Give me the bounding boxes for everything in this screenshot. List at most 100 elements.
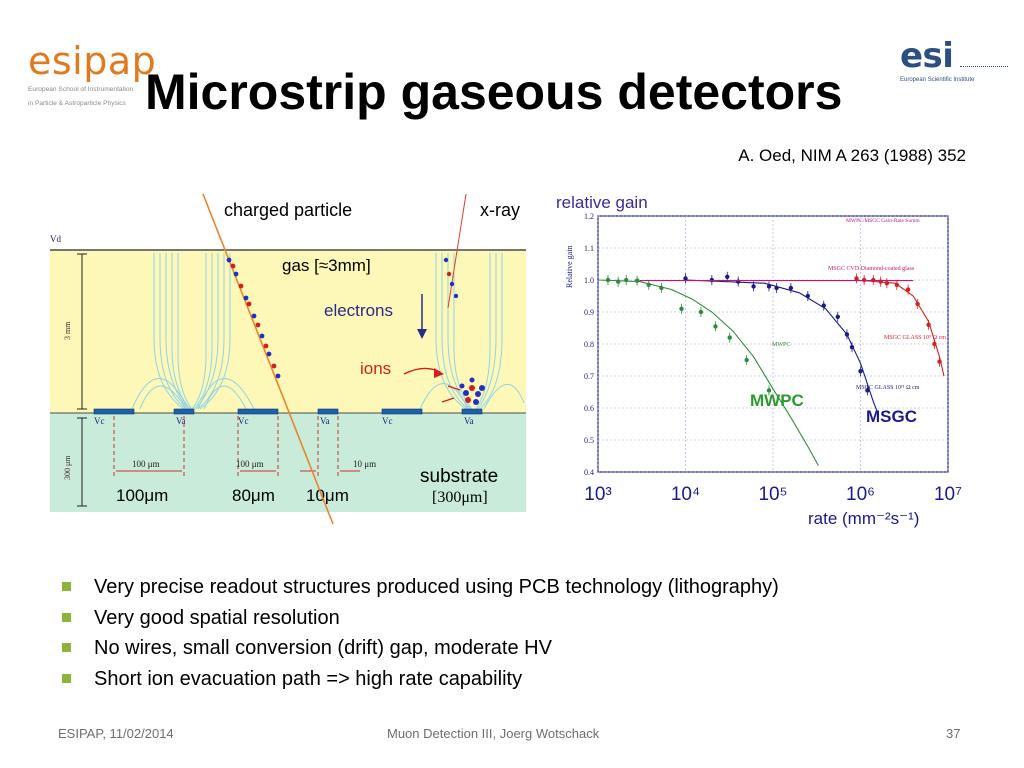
bullet-text: Very precise readout structures produced… <box>94 576 779 598</box>
pitch-label-small: 10 μm <box>353 459 376 469</box>
data-point <box>861 277 867 283</box>
data-point <box>871 277 876 283</box>
y-tick-label: 0.6 <box>584 404 594 413</box>
pitch-label-small: 100 μm <box>132 459 160 469</box>
y-tick-label: 1.0 <box>584 276 594 285</box>
esi-logo: esi European Scientific Institute <box>900 38 1010 88</box>
data-point <box>623 277 629 283</box>
substrate-label: substrate <box>420 466 498 487</box>
x-tick-label: 10⁵ <box>758 484 787 505</box>
ion-arrows <box>441 385 461 403</box>
y-tick-label: 0.4 <box>584 468 594 477</box>
chart-grid <box>597 215 949 473</box>
series-line <box>597 279 819 466</box>
data-point <box>937 359 942 364</box>
msgc-big-label: MSGC <box>866 407 917 426</box>
strip-label: Va <box>464 416 474 426</box>
y-tick-label: 0.9 <box>584 308 594 317</box>
strip-label: Vc <box>382 416 393 426</box>
electrons-label: electrons <box>324 301 393 320</box>
data-point <box>683 276 688 281</box>
y-tick-label: 0.8 <box>584 340 594 349</box>
data-point <box>634 278 640 283</box>
data-point <box>821 303 826 308</box>
chart-inner-title: MWPC/MSGC Gain-Rate Summ <box>846 218 920 224</box>
citation: A. Oed, NIM A 263 (1988) 352 <box>738 146 966 165</box>
slide-title: Microstrip gaseous detectors <box>145 64 843 120</box>
bullet-list: Very precise readout structures produced… <box>62 572 962 694</box>
series-annotation-mwpc: MWPC <box>772 342 790 348</box>
field-lines <box>131 253 525 410</box>
bullet-text: No wires, small conversion (drift) gap, … <box>94 637 552 659</box>
strip-label: Va <box>320 416 330 426</box>
data-point <box>774 285 779 291</box>
anode-strip <box>173 408 195 415</box>
esi-logo-dots <box>960 64 1008 67</box>
anode-strip <box>317 408 339 415</box>
anode-strip <box>461 408 483 415</box>
cathode-strip <box>237 408 279 415</box>
data-point <box>884 281 890 286</box>
y-axis-label: Relative gain <box>565 246 574 288</box>
series-line <box>856 279 945 377</box>
bullet-marker <box>62 612 71 622</box>
gas-region <box>50 250 526 413</box>
cathode-strip <box>93 408 135 415</box>
page-number: 37 <box>946 726 961 741</box>
series-annotation-msgc-glass-1e11: MSGC GLASS 10¹¹ Ω cm <box>856 385 920 391</box>
bullet-marker <box>62 582 71 591</box>
bullet-item: Very precise readout structures produced… <box>62 572 962 603</box>
data-point <box>905 287 911 292</box>
y-tick-label: 0.7 <box>584 372 594 381</box>
series-annotation-msgc-diamond: MSGC CVD Diamond-coated glass <box>828 266 915 272</box>
esi-wordmark: esi <box>900 36 954 76</box>
x-tick-label: 10³ <box>584 484 611 505</box>
ions-label: ions <box>360 359 391 378</box>
bullet-item: Short ion evacuation path => high rate c… <box>62 664 962 695</box>
readout-strips <box>93 408 483 415</box>
bullet-item: No wires, small conversion (drift) gap, … <box>62 633 962 664</box>
x-tick-label: 10⁷ <box>934 484 962 505</box>
strip-label: Vc <box>238 416 249 426</box>
esipap-logo-line1: European School of Instrumentation <box>28 86 134 93</box>
data-point <box>727 335 732 340</box>
esipap-logo: esipap European School of Instrumentatio… <box>28 42 178 107</box>
data-point <box>932 341 937 347</box>
charged-particle-track <box>202 193 334 525</box>
x-tick-label: 10⁶ <box>846 484 875 505</box>
bullet-text: Short ion evacuation path => high rate c… <box>94 667 523 690</box>
data-point <box>805 293 811 299</box>
bullet-marker <box>62 673 71 683</box>
y-tick-label: 1.2 <box>584 212 594 221</box>
microstrip-diagram: Vc Va Vc Va Vc Va 100 μm 100 μm 10 μm 10… <box>50 193 526 525</box>
data-point <box>751 284 756 289</box>
strip-label: Va <box>176 416 186 426</box>
data-point <box>844 332 850 337</box>
data-point <box>915 301 920 307</box>
data-point <box>858 369 863 374</box>
data-point <box>679 306 684 311</box>
gain-rate-chart: 0.4 0.5 0.6 0.7 0.8 0.9 1.0 1.1 1.2 10³ 10⁴ 10⁵ 10⁶… <box>556 193 962 528</box>
y-tick-label: 1.1 <box>584 244 594 253</box>
series-annotation-msgc-glass-1e9: MSGC GLASS 10⁹ Ω cm <box>884 335 946 341</box>
x-axis-label: rate (mm⁻²s⁻¹) <box>808 509 919 528</box>
pitch-label-big: 10μm <box>306 486 349 505</box>
data-point <box>605 277 611 283</box>
bullet-marker <box>62 643 71 652</box>
y-tick-label: 0.5 <box>584 436 594 445</box>
data-point <box>849 345 855 350</box>
footer-date: ESIPAP, 11/02/2014 <box>58 726 174 741</box>
dimension-markers <box>77 253 87 507</box>
data-point <box>698 309 704 315</box>
data-point <box>766 284 772 289</box>
cathode-strip <box>381 408 423 415</box>
xray-electrons <box>443 257 459 299</box>
strip-label: Vc <box>94 416 105 426</box>
x-tick-label: 10⁴ <box>671 484 700 505</box>
vd-label: Vd <box>50 234 61 244</box>
esi-logo-line1: European Scientific Institute <box>900 77 975 83</box>
bullet-text: Very good spatial resolution <box>94 606 340 629</box>
data-point <box>788 285 794 291</box>
data-point <box>744 357 749 363</box>
data-point <box>865 388 870 393</box>
